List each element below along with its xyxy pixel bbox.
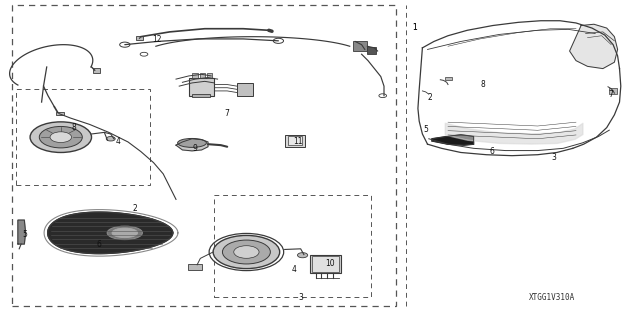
- Bar: [200, 73, 205, 78]
- Bar: [189, 78, 214, 96]
- Circle shape: [39, 126, 83, 148]
- Text: 3: 3: [298, 293, 303, 302]
- Text: 8: 8: [481, 80, 486, 89]
- Bar: [93, 68, 100, 73]
- Polygon shape: [432, 135, 474, 145]
- Bar: [192, 73, 198, 78]
- Text: 10: 10: [324, 259, 335, 268]
- Bar: [445, 77, 452, 80]
- Text: 3: 3: [551, 153, 556, 162]
- Circle shape: [106, 137, 115, 141]
- Text: 8: 8: [71, 123, 76, 132]
- Bar: [353, 41, 367, 51]
- Circle shape: [213, 235, 280, 269]
- Bar: [16, 89, 150, 185]
- Bar: [367, 47, 376, 54]
- Circle shape: [140, 52, 148, 56]
- Text: 1: 1: [412, 23, 417, 32]
- Bar: [188, 264, 202, 270]
- Bar: [192, 94, 210, 97]
- Bar: [609, 88, 617, 94]
- Text: 5: 5: [22, 230, 27, 239]
- Bar: [207, 73, 212, 78]
- Bar: [12, 5, 396, 306]
- Text: 11: 11: [293, 137, 302, 146]
- Bar: [288, 136, 302, 145]
- Circle shape: [234, 246, 259, 258]
- Text: 4: 4: [116, 137, 121, 146]
- Circle shape: [379, 94, 387, 98]
- Bar: [56, 112, 64, 115]
- Circle shape: [120, 42, 130, 47]
- Bar: [136, 36, 143, 40]
- Text: XTGG1V310A: XTGG1V310A: [529, 293, 575, 302]
- Bar: [285, 135, 305, 147]
- Text: 12: 12: [152, 35, 161, 44]
- Circle shape: [30, 122, 92, 152]
- Text: 2: 2: [132, 204, 137, 213]
- Text: 1: 1: [412, 23, 417, 32]
- Text: 6: 6: [97, 240, 102, 249]
- Ellipse shape: [178, 138, 206, 147]
- Text: 6: 6: [489, 147, 494, 156]
- Ellipse shape: [108, 226, 143, 240]
- Bar: [310, 255, 341, 273]
- Circle shape: [50, 132, 72, 143]
- Polygon shape: [18, 220, 26, 244]
- Text: 9: 9: [193, 144, 198, 153]
- Bar: [237, 83, 253, 96]
- Text: 7: 7: [609, 90, 614, 99]
- Text: 4: 4: [292, 265, 297, 274]
- Polygon shape: [570, 24, 618, 69]
- Text: 2: 2: [428, 93, 433, 102]
- Circle shape: [273, 38, 284, 43]
- Text: 7: 7: [225, 109, 230, 118]
- Polygon shape: [48, 212, 173, 254]
- Bar: [214, 195, 371, 297]
- Circle shape: [298, 253, 308, 258]
- Bar: [312, 256, 339, 272]
- Text: 5: 5: [423, 125, 428, 134]
- Circle shape: [223, 240, 270, 264]
- Polygon shape: [176, 139, 208, 151]
- Ellipse shape: [112, 228, 138, 238]
